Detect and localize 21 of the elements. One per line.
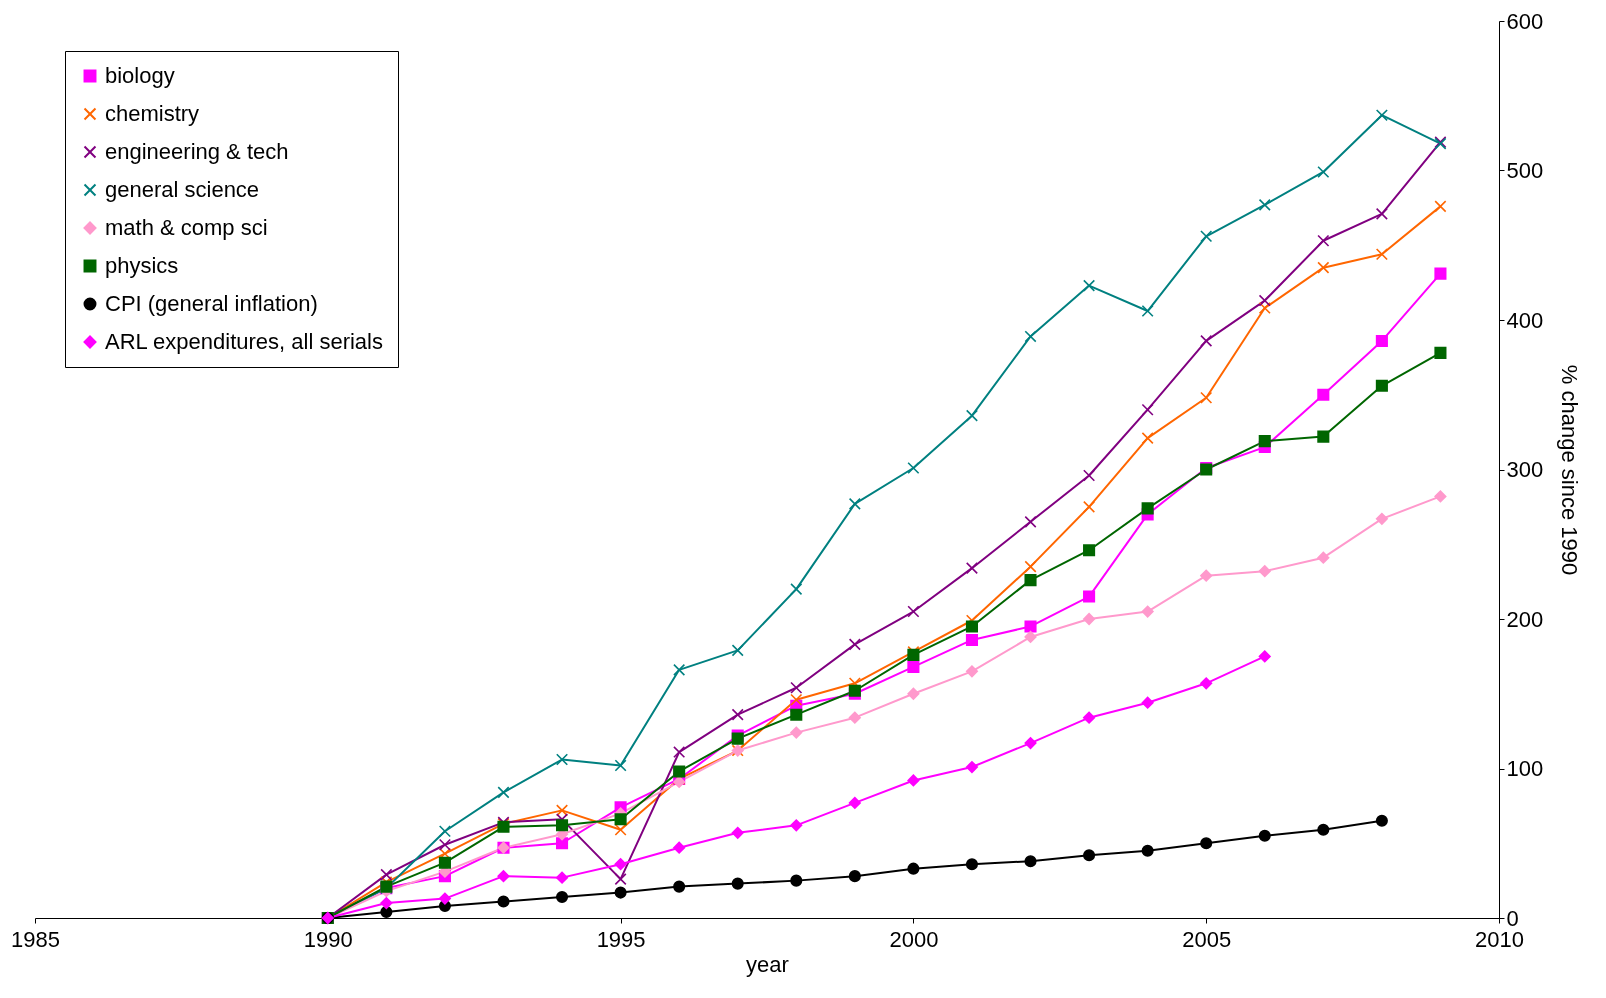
x-tick-label: 1995	[596, 926, 646, 952]
legend-label: CPI (general inflation)	[105, 291, 318, 316]
y-tick-label: 400	[1506, 307, 1544, 333]
legend-label: ARL expenditures, all serials	[105, 329, 383, 354]
y-tick-label: 500	[1506, 158, 1544, 183]
legend-label: math & comp sci	[105, 215, 268, 240]
y-tick-label: 100	[1506, 756, 1544, 781]
y-tick-label: 600	[1506, 8, 1544, 34]
y-tick-label: 300	[1506, 457, 1544, 482]
x-axis-title: year	[746, 951, 789, 977]
x-tick-label: 1985	[11, 926, 60, 952]
x-tick-label: 2000	[889, 926, 939, 952]
y-tick-label: 200	[1506, 606, 1544, 632]
legend-label: general science	[105, 177, 260, 202]
legend-label: engineering & tech	[105, 139, 289, 164]
legend-label: biology	[105, 63, 175, 88]
legend-label: chemistry	[105, 101, 200, 126]
x-tick-label: 2005	[1182, 926, 1232, 952]
x-tick-label: 1990	[303, 926, 353, 952]
legend-label: physics	[105, 253, 179, 278]
y-axis-title: % change since 1990	[1557, 364, 1583, 576]
